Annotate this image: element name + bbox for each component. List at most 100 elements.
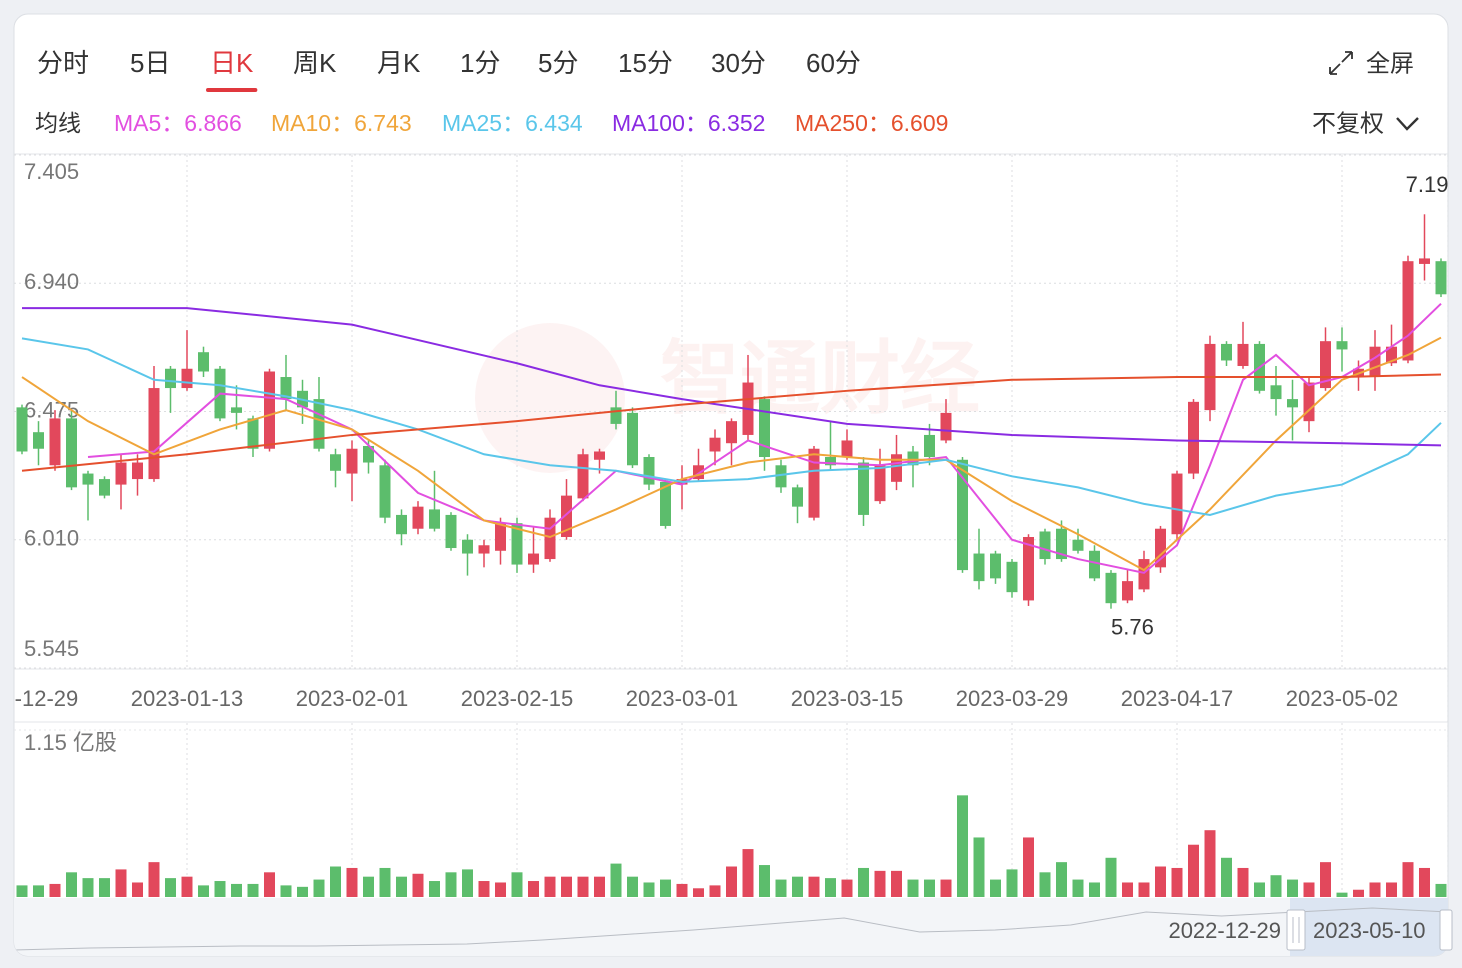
x-tick-label: 2023-05-02	[1286, 686, 1399, 711]
ma-legend-part: ：	[331, 110, 354, 136]
ma-legend-part: 6.743	[354, 110, 412, 136]
candle-body	[1386, 346, 1397, 364]
candle-body	[825, 457, 836, 466]
volume-bar	[792, 876, 803, 897]
volume-bar	[1039, 872, 1051, 897]
navigator-line	[14, 907, 1448, 951]
volume-bar	[1237, 867, 1249, 897]
candle-body	[858, 462, 869, 515]
candle-body	[1237, 343, 1249, 366]
candle-body	[148, 388, 160, 480]
candle-body	[49, 418, 61, 466]
volume-bar	[1336, 892, 1348, 897]
volume-bar	[429, 881, 440, 897]
volume-bar	[16, 885, 28, 897]
candle-body	[82, 473, 94, 485]
ma-legend-part: MA100	[612, 110, 685, 136]
candle-body	[198, 352, 209, 372]
volume-bar	[1287, 879, 1298, 897]
candle-body	[231, 407, 242, 413]
watermark: 智通财经	[660, 334, 980, 423]
tab[interactable]: 60分	[806, 48, 861, 78]
volume-bar	[973, 837, 985, 897]
candle-body	[874, 465, 886, 502]
handle[interactable]	[1439, 909, 1453, 951]
candle-body	[693, 465, 704, 480]
tab[interactable]: 30分	[711, 48, 766, 78]
handle-grip	[1292, 917, 1300, 943]
x-tick-label: 2023-03-01	[626, 686, 739, 711]
candle-body	[99, 479, 110, 496]
ma-legend-part: MA250	[795, 110, 868, 136]
navigator-window[interactable]	[1290, 898, 1448, 956]
tab[interactable]: 分时	[37, 48, 89, 78]
candle-body	[1435, 261, 1447, 295]
volume-bar	[264, 872, 275, 897]
navigator-handle[interactable]	[1286, 909, 1453, 951]
volume-bar	[198, 885, 209, 897]
candle-body	[1402, 261, 1414, 361]
candle-body	[577, 454, 589, 499]
volume-bar	[1138, 882, 1150, 897]
tab[interactable]: 5日	[130, 48, 170, 78]
volume-bar	[379, 867, 391, 897]
volume-bar	[891, 870, 902, 897]
volume-bar	[627, 876, 638, 897]
volume-bar	[82, 878, 94, 897]
candle-body	[346, 448, 358, 474]
candle-body	[330, 454, 341, 471]
tab[interactable]: 5分	[538, 48, 578, 78]
fullscreen-icon	[1329, 51, 1353, 75]
volume-bar	[33, 885, 44, 897]
ma-legend-part: MA25	[442, 110, 502, 136]
volume-bar	[709, 885, 721, 897]
volume-bar	[1254, 882, 1265, 897]
candle-body	[280, 377, 292, 400]
adjust-select[interactable]: 不复权	[1312, 110, 1419, 137]
volume-bar	[66, 872, 77, 897]
candle-body	[940, 412, 952, 441]
tab[interactable]: 月K	[377, 48, 421, 78]
volume-bar	[297, 886, 308, 897]
candle-body	[1221, 343, 1232, 361]
volume-bar	[115, 869, 127, 897]
volume-bar	[165, 878, 176, 897]
candle-body	[247, 418, 259, 449]
candle-body	[478, 545, 490, 554]
volume-bar	[1171, 867, 1183, 897]
candle-body	[379, 465, 391, 518]
tab[interactable]: 15分	[618, 48, 673, 78]
fullscreen-button[interactable]: 全屏	[1329, 50, 1414, 77]
ma-legend: MA100：6.352	[612, 110, 765, 136]
candle-body	[1023, 536, 1034, 601]
volume-bar	[1353, 889, 1364, 897]
volume-bar	[907, 879, 919, 897]
ma-line	[21, 337, 1442, 516]
candle-body	[1188, 401, 1199, 474]
volume-bar	[577, 876, 589, 897]
ma-legend-part: ：	[161, 110, 184, 136]
volume-bar	[825, 878, 836, 897]
volume-bar	[1402, 862, 1414, 897]
volume-bar	[99, 878, 110, 897]
volume-bar	[478, 881, 490, 897]
candle-body	[1320, 341, 1331, 389]
volume-bar	[1386, 882, 1397, 897]
candle-body	[1006, 561, 1018, 593]
volume-bar	[676, 883, 688, 897]
candle-body	[1039, 531, 1051, 560]
tab[interactable]: 1分	[460, 48, 500, 78]
candle-body	[726, 421, 737, 444]
ma-legend-part: ：	[868, 110, 891, 136]
tab[interactable]: 日K	[210, 48, 254, 78]
handle[interactable]	[1286, 909, 1306, 951]
candle-body	[363, 445, 374, 463]
tab[interactable]: 周K	[293, 48, 337, 78]
volume-bar	[561, 876, 572, 897]
chevron	[1396, 117, 1419, 131]
volume-bar	[1155, 866, 1166, 897]
volume-bar	[330, 866, 341, 897]
watermark-logo	[475, 323, 625, 473]
candle-body	[181, 368, 193, 389]
